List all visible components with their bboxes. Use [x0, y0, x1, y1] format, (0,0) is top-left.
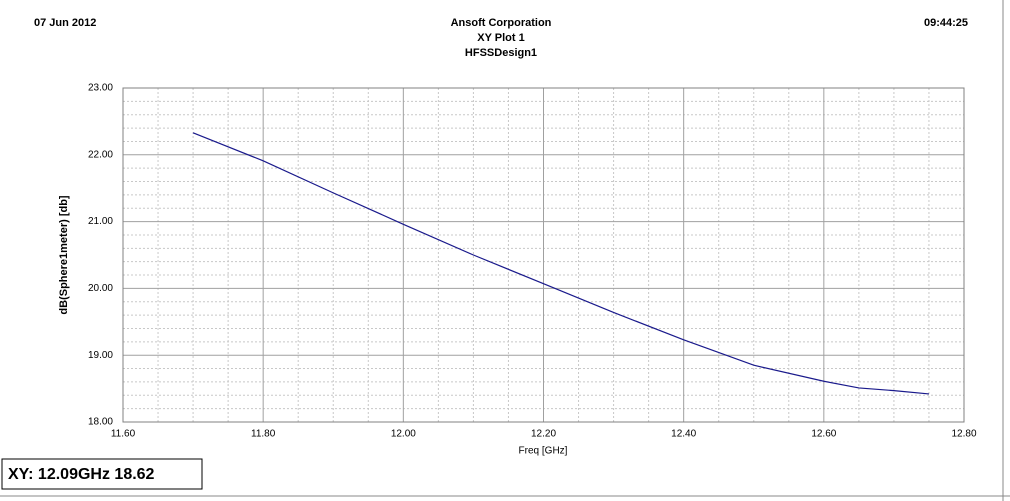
chart-subtitle: XY Plot 1 [477, 32, 524, 44]
x-tick-label: 12.00 [391, 429, 416, 440]
plot-frame [122, 87, 965, 423]
y-tick-label: 22.00 [88, 149, 113, 160]
x-tick-label: 12.60 [811, 429, 836, 440]
x-tick-label: 11.80 [251, 429, 276, 440]
marker-readout-box [1, 458, 203, 490]
y-tick-label: 21.00 [88, 216, 113, 227]
marker-readout: XY: 12.09GHz 18.62 [8, 466, 155, 483]
y-tick-label: 18.00 [88, 417, 113, 428]
date: 07 Jun 2012 [34, 17, 96, 29]
x-tick-label: 11.60 [111, 429, 136, 440]
y-axis-label: dB(Sphere1meter) [db] [58, 195, 70, 315]
time: 09:44:25 [924, 17, 968, 29]
y-tick-label: 19.00 [88, 350, 113, 361]
x-tick-label: 12.20 [531, 429, 556, 440]
x-axis-label: Freq [GHz] [519, 446, 568, 457]
y-tick-label: 20.00 [88, 283, 113, 294]
chart-title: Ansoft Corporation [451, 17, 552, 29]
y-tick-label: 23.00 [88, 83, 113, 94]
x-tick-label: 12.40 [671, 429, 696, 440]
data-line [192, 132, 930, 395]
design-name: HFSSDesign1 [465, 47, 537, 59]
x-tick-label: 12.80 [951, 429, 976, 440]
